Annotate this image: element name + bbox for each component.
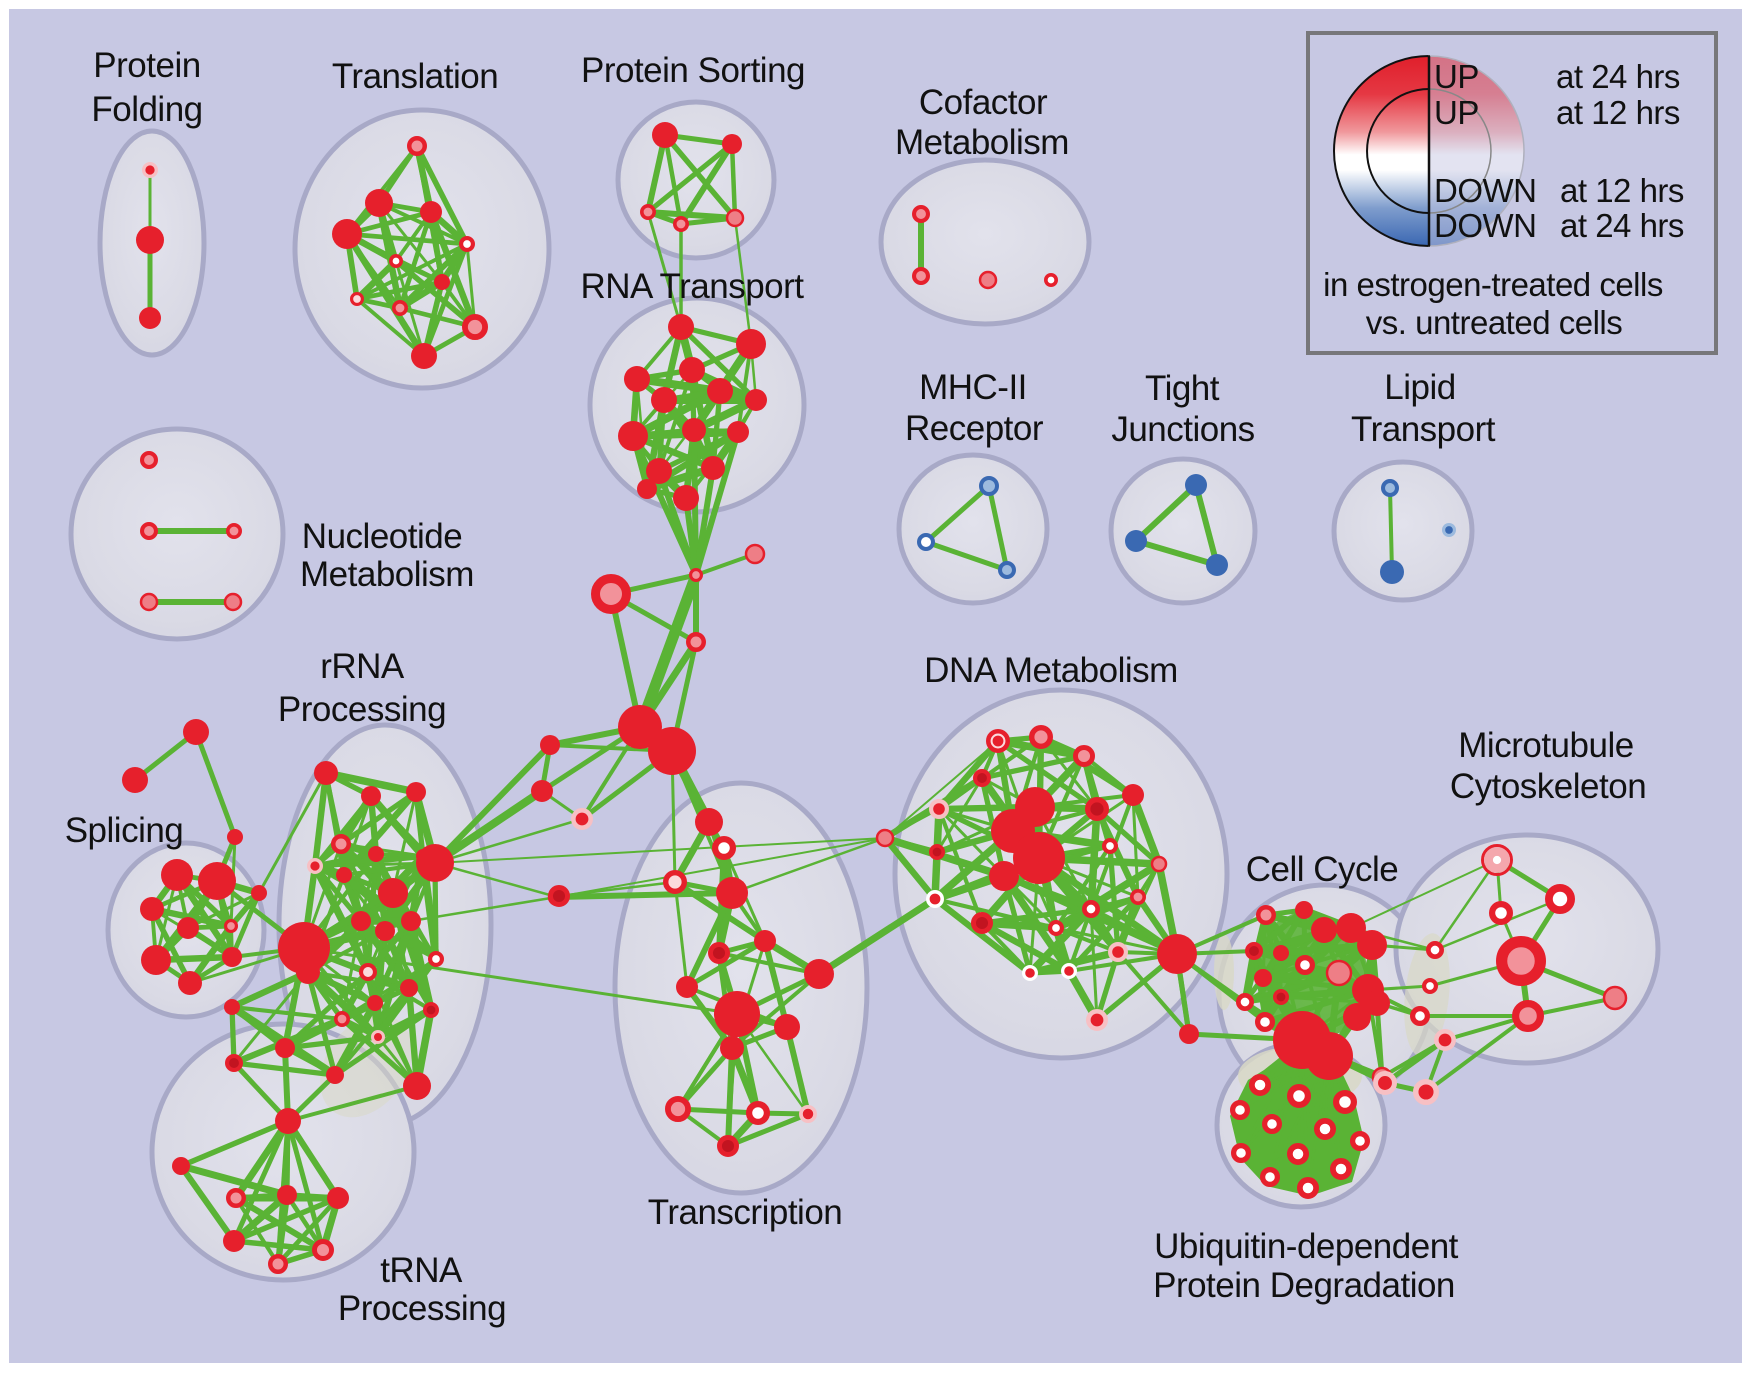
svg-text:Processing: Processing (338, 1289, 506, 1328)
svg-text:Transcription: Transcription (648, 1193, 843, 1232)
svg-text:Cofactor: Cofactor (919, 83, 1048, 122)
svg-text:vs. untreated cells: vs. untreated cells (1366, 304, 1622, 341)
svg-text:RNA Transport: RNA Transport (580, 267, 804, 306)
svg-text:Lipid: Lipid (1384, 368, 1455, 407)
svg-text:UP: UP (1434, 58, 1479, 95)
svg-text:Protein Sorting: Protein Sorting (581, 51, 805, 90)
svg-text:in estrogen-treated cells: in estrogen-treated cells (1323, 266, 1663, 303)
svg-text:Splicing: Splicing (65, 811, 184, 850)
svg-text:rRNA: rRNA (320, 647, 405, 686)
svg-text:at 24 hrs: at 24 hrs (1560, 207, 1684, 244)
svg-text:Protein: Protein (93, 46, 200, 85)
svg-text:Microtubule: Microtubule (1458, 726, 1633, 765)
svg-text:Cell Cycle: Cell Cycle (1246, 850, 1399, 889)
svg-text:Translation: Translation (332, 57, 498, 96)
svg-text:Junctions: Junctions (1111, 410, 1254, 449)
svg-text:Metabolism: Metabolism (895, 123, 1069, 162)
svg-text:Tight: Tight (1145, 369, 1220, 408)
svg-text:DOWN: DOWN (1434, 207, 1536, 244)
svg-text:Cytoskeleton: Cytoskeleton (1450, 767, 1646, 806)
svg-text:MHC-II: MHC-II (919, 368, 1027, 407)
svg-text:at 24 hrs: at 24 hrs (1556, 58, 1680, 95)
svg-text:Processing: Processing (278, 690, 446, 729)
svg-text:Metabolism: Metabolism (300, 555, 474, 594)
svg-text:at 12 hrs: at 12 hrs (1560, 172, 1684, 209)
svg-text:Transport: Transport (1351, 410, 1496, 449)
svg-text:at 12 hrs: at 12 hrs (1556, 94, 1680, 131)
svg-text:tRNA: tRNA (380, 1251, 463, 1290)
svg-text:UP: UP (1434, 94, 1479, 131)
svg-text:DNA Metabolism: DNA Metabolism (924, 651, 1178, 690)
svg-text:DOWN: DOWN (1434, 172, 1536, 209)
svg-text:Folding: Folding (91, 90, 202, 129)
svg-text:Ubiquitin-dependent: Ubiquitin-dependent (1154, 1227, 1459, 1266)
svg-text:Protein Degradation: Protein Degradation (1153, 1266, 1455, 1305)
svg-text:Receptor: Receptor (905, 409, 1044, 448)
svg-text:Nucleotide: Nucleotide (302, 517, 462, 556)
